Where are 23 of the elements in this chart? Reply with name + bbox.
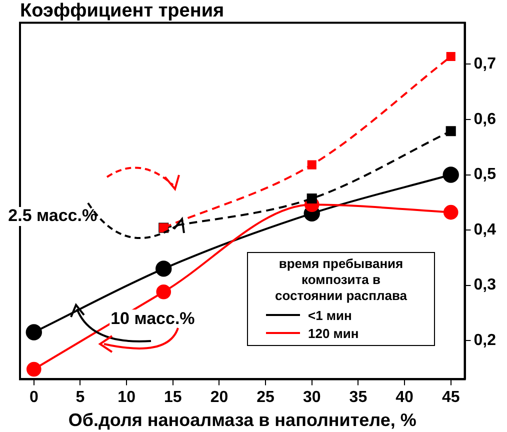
- x-tick-label: 5: [76, 389, 85, 406]
- legend-label: 120 мин: [308, 326, 359, 340]
- x-tick-label: 20: [210, 389, 228, 406]
- x-tick-label: 40: [396, 389, 414, 406]
- annotation: 2.5 масс.%: [8, 206, 98, 226]
- y-tick-label: 0,5: [474, 166, 496, 184]
- x-tick-label: 25: [256, 389, 275, 406]
- y-tick-label: 0,4: [474, 221, 496, 238]
- x-tick-label: 30: [302, 389, 321, 406]
- legend-label: <1 мин: [308, 308, 352, 322]
- y-tick-label: 0,7: [474, 56, 496, 73]
- x-tick-label: 45: [442, 389, 460, 406]
- annotation: 10 масс.%: [110, 308, 195, 328]
- x-tick-label: 10: [118, 389, 136, 406]
- x-tick-label: 0: [29, 389, 38, 406]
- chart-title: Коэффициент трения: [20, 0, 224, 22]
- x-tick-label: 35: [349, 389, 368, 406]
- x-tick-label: 15: [164, 389, 182, 406]
- y-tick-label: 0,3: [474, 276, 496, 294]
- y-tick-label: 0,6: [474, 110, 496, 128]
- legend-title: время пребывания композита в состоянии расплава: [274, 256, 408, 304]
- y-tick-label: 0,2: [474, 332, 496, 349]
- x-axis-title: Об.доля наноалмаза в наполнителе, %: [68, 410, 416, 430]
